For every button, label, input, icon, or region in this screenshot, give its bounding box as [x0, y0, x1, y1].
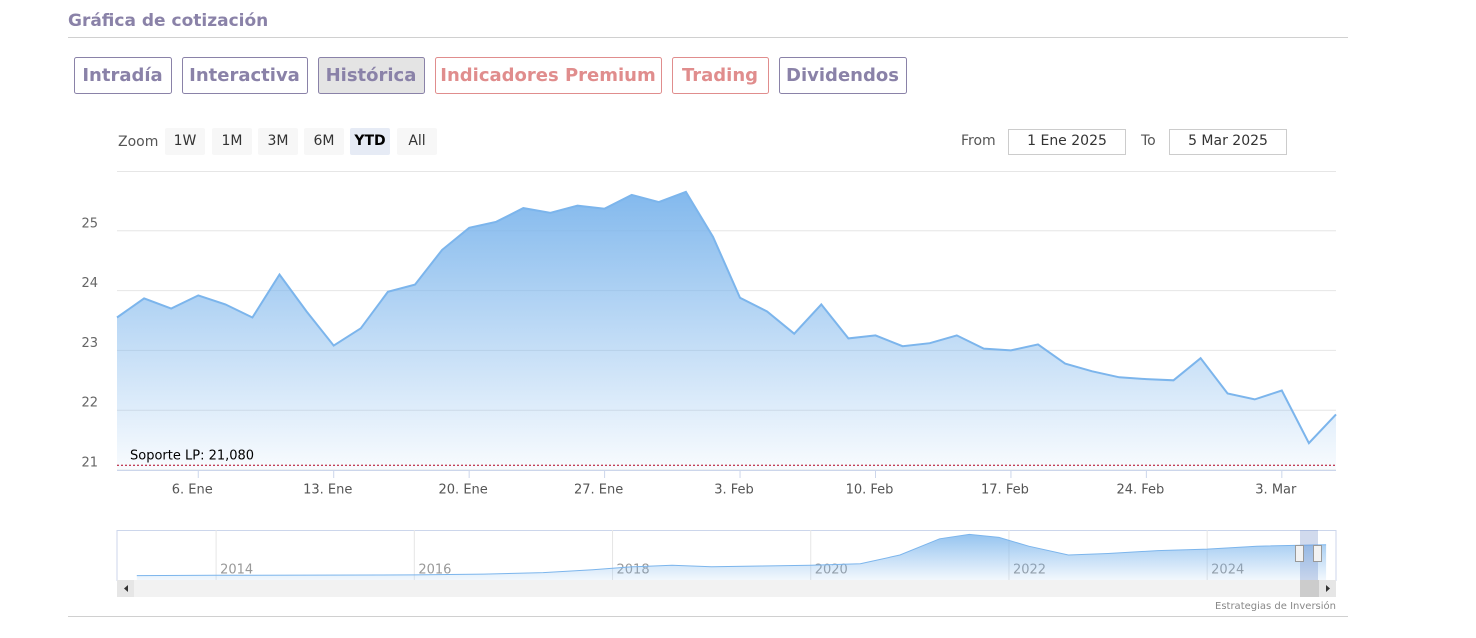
- tab-label: Histórica: [326, 65, 417, 86]
- zoom-button-label: 1M: [222, 133, 243, 149]
- scrollbar-track: [117, 580, 1336, 597]
- header-title: Gráfica de cotización: [68, 11, 268, 31]
- navigator-line: [136, 533, 1327, 577]
- zoom-button-label: All: [408, 133, 425, 149]
- tab-button[interactable]: [74, 57, 172, 94]
- x-tick-label: 10. Feb: [846, 483, 894, 498]
- to-label: To: [1140, 133, 1156, 149]
- area-fill: [117, 191, 1336, 470]
- price-line: [116, 190, 1337, 445]
- navigator-handle[interactable]: [1313, 545, 1322, 562]
- navigator-tick-label: 2016: [418, 563, 451, 578]
- from-value: 1 Ene 2025: [1027, 133, 1107, 149]
- x-tick-label: 3. Mar: [1255, 483, 1297, 498]
- tab-button[interactable]: [318, 57, 425, 94]
- y-tick-label: 21: [81, 456, 98, 471]
- x-tick-label: 27. Ene: [574, 483, 623, 498]
- tab-button[interactable]: [182, 57, 308, 94]
- scrollbar-thumb[interactable]: [1300, 580, 1319, 597]
- x-tick-label: 17. Feb: [981, 483, 1029, 498]
- navigator-area: [136, 534, 1327, 580]
- zoom-button[interactable]: [350, 128, 390, 155]
- to-value: 5 Mar 2025: [1188, 133, 1268, 149]
- zoom-button[interactable]: [212, 128, 252, 155]
- y-tick-label: 25: [81, 216, 98, 231]
- y-tick-label: 24: [81, 276, 98, 291]
- x-tick-label: 24. Feb: [1116, 483, 1164, 498]
- x-tick-label: 3. Feb: [714, 483, 754, 498]
- x-tick-label: 20. Ene: [439, 483, 488, 498]
- tab-button[interactable]: [672, 57, 769, 94]
- to-input[interactable]: [1169, 129, 1287, 155]
- x-tick-label: 13. Ene: [303, 483, 352, 498]
- credit: Estrategias de Inversión: [1215, 600, 1336, 612]
- zoom-button[interactable]: [397, 128, 437, 155]
- from-input[interactable]: [1008, 129, 1126, 155]
- zoom-label: Zoom: [118, 134, 158, 150]
- tab-button[interactable]: [779, 57, 907, 94]
- scrollbar-left-arrow: [124, 585, 128, 592]
- tab-label: Trading: [682, 65, 758, 86]
- navigator-handle[interactable]: [1295, 545, 1304, 562]
- zoom-button-label: YTD: [353, 133, 385, 149]
- tab-label: Interactiva: [189, 65, 300, 86]
- zoom-button[interactable]: [304, 128, 344, 155]
- navigator-tick-label: 2014: [220, 563, 253, 578]
- tab-label: Dividendos: [786, 65, 899, 86]
- support-label: Soporte LP: 21,080: [130, 449, 254, 464]
- tab-button[interactable]: [435, 57, 662, 94]
- zoom-button[interactable]: [258, 128, 298, 155]
- navigator-selection: [1300, 530, 1318, 580]
- zoom-button-label: 6M: [314, 133, 335, 149]
- zoom-button[interactable]: [165, 128, 205, 155]
- tab-label: Intradía: [82, 65, 162, 86]
- zoom-button-label: 3M: [268, 133, 289, 149]
- scrollbar-right-arrow: [1326, 585, 1330, 592]
- from-label: From: [961, 133, 996, 149]
- tab-label: Indicadores Premium: [440, 65, 655, 86]
- y-tick-label: 23: [81, 336, 98, 351]
- zoom-button-label: 1W: [174, 133, 197, 149]
- y-tick-label: 22: [81, 396, 98, 411]
- x-tick-label: 6. Ene: [172, 483, 213, 498]
